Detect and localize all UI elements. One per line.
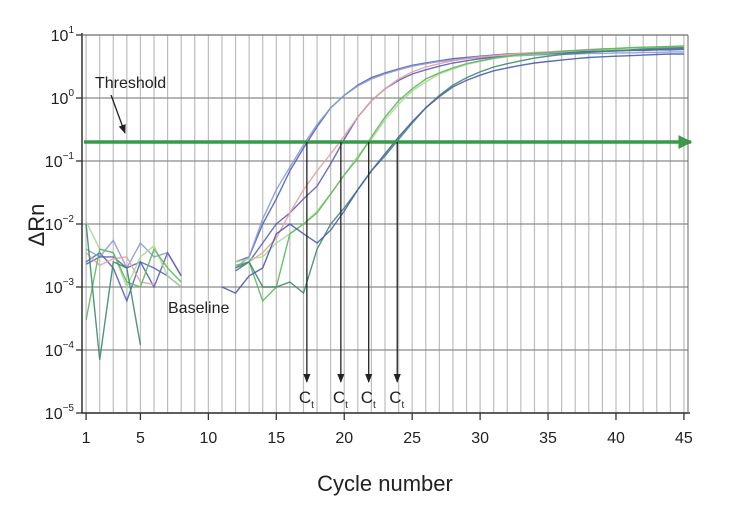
threshold-label: Threshold [95, 75, 166, 92]
y-tick-label: 10−4 [45, 340, 75, 360]
baseline-label: Baseline [168, 300, 229, 317]
x-tick-label: 20 [335, 430, 353, 447]
x-tick-label: 40 [607, 430, 625, 447]
x-tick-label: 10 [199, 430, 217, 447]
y-tick-label: 10−1 [45, 151, 75, 171]
x-tick-label: 1 [82, 430, 91, 447]
x-tick-label: 5 [136, 430, 145, 447]
grid [82, 34, 688, 414]
y-tick-label: 10−3 [45, 277, 75, 297]
y-tick-label: 10−5 [45, 403, 75, 423]
ct-label: Ct [333, 388, 348, 411]
ct-markers: Ct Ct Ct Ct [299, 142, 405, 411]
x-tick-label: 15 [267, 430, 285, 447]
x-tick-label: 30 [471, 430, 489, 447]
series-line-7 [85, 46, 684, 360]
ct-label: Ct [361, 388, 376, 411]
ct-label: Ct [389, 388, 404, 411]
y-tick-label: 101 [51, 25, 75, 45]
axes: 1 5 10 15 20 25 30 35 40 4510110010−110−210−310−4… [45, 25, 693, 447]
series-line-8 [221, 53, 684, 294]
y-tick-label: 100 [51, 88, 75, 108]
ct-label: Ct [299, 388, 314, 411]
x-tick-label: 25 [403, 430, 421, 447]
y-tick-label: 10−2 [45, 214, 75, 234]
series-line-6 [85, 45, 684, 321]
threshold-pointer-arrow [110, 94, 126, 134]
x-axis-label: Cycle number [317, 471, 453, 496]
series-lines [85, 45, 684, 360]
x-tick-label: 35 [539, 430, 557, 447]
y-axis-label: ΔRn [24, 204, 49, 247]
x-tick-label: 45 [675, 430, 693, 447]
